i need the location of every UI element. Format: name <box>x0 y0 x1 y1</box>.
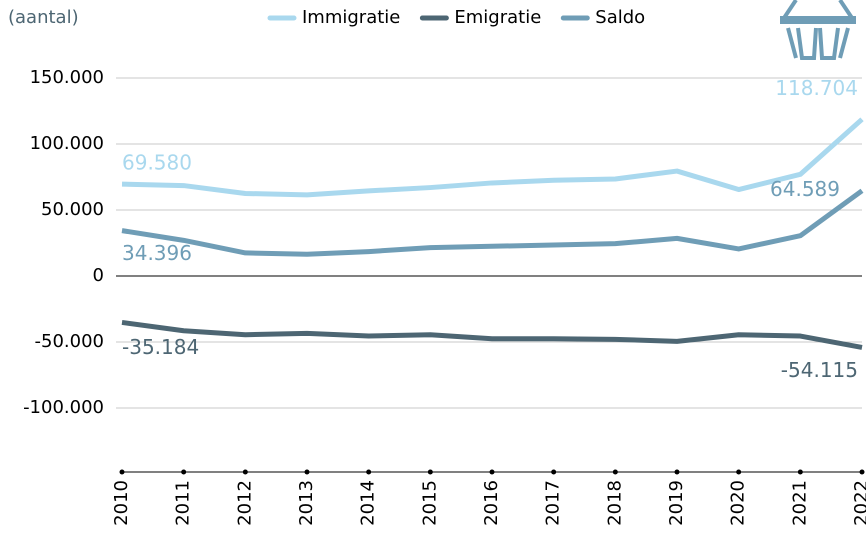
y-axis-label: (aantal) <box>8 7 79 28</box>
x-tick <box>427 469 433 475</box>
x-tick-label: 2018 <box>604 480 625 526</box>
value-label: 64.589 <box>770 177 840 201</box>
y-tick-label: -50.000 <box>35 331 104 352</box>
x-tick <box>551 469 557 475</box>
x-tick <box>304 469 310 475</box>
y-tick-label: 100.000 <box>30 133 104 154</box>
legend-label: Saldo <box>595 7 645 28</box>
x-tick <box>674 469 680 475</box>
value-label: -54.115 <box>781 358 858 382</box>
legend-label: Immigratie <box>302 7 400 28</box>
x-tick <box>859 469 865 475</box>
series-line <box>121 188 864 257</box>
value-label: 34.396 <box>122 241 192 265</box>
y-tick-label: 50.000 <box>41 199 104 220</box>
y-tick-label: -100.000 <box>23 397 104 418</box>
x-tick <box>797 469 803 475</box>
x-tick-label: 2021 <box>789 480 810 526</box>
series-line <box>121 117 864 198</box>
x-tick-label: 2022 <box>851 480 866 526</box>
x-tick <box>242 469 248 475</box>
legend-label: Emigratie <box>454 7 541 28</box>
x-tick <box>366 469 372 475</box>
x-tick-label: 2014 <box>358 480 379 526</box>
x-tick-label: 2016 <box>481 480 502 526</box>
x-tick-label: 2012 <box>234 480 255 526</box>
x-tick <box>119 469 125 475</box>
x-tick <box>489 469 495 475</box>
x-tick-label: 2019 <box>666 480 687 526</box>
icon <box>780 0 856 60</box>
x-tick-label: 2011 <box>173 480 194 526</box>
x-tick <box>612 469 618 475</box>
x-tick-label: 2015 <box>419 480 440 526</box>
value-label: 118.704 <box>775 76 858 100</box>
series-line <box>121 319 863 350</box>
y-tick-label: 0 <box>93 265 104 286</box>
value-label: 69.580 <box>122 151 192 175</box>
x-tick <box>736 469 742 475</box>
y-tick-label: 150.000 <box>30 67 104 88</box>
x-tick <box>181 469 187 475</box>
x-tick-label: 2020 <box>728 480 749 526</box>
x-tick-label: 2013 <box>296 480 317 526</box>
x-tick-label: 2010 <box>111 480 132 526</box>
x-tick-label: 2017 <box>543 480 564 526</box>
value-label: -35.184 <box>122 335 199 359</box>
